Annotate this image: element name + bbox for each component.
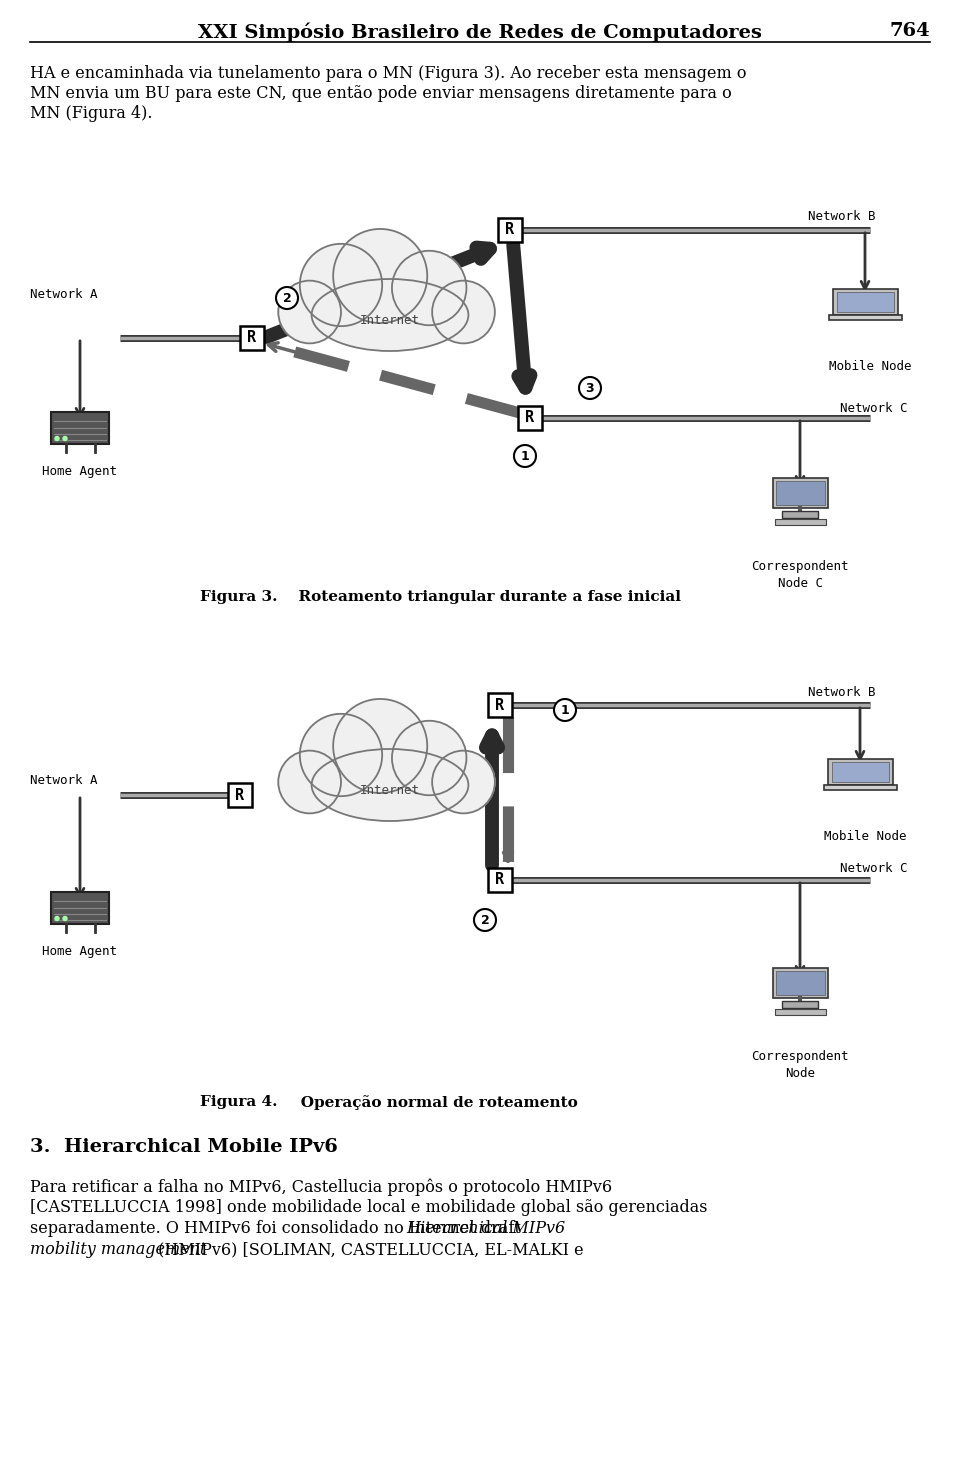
Text: MN (Figura 4).: MN (Figura 4). — [30, 106, 153, 122]
FancyBboxPatch shape — [775, 519, 826, 525]
Text: Internet: Internet — [360, 783, 420, 796]
Text: Mobile Node: Mobile Node — [824, 830, 906, 843]
Circle shape — [333, 699, 427, 793]
Circle shape — [276, 287, 298, 309]
FancyBboxPatch shape — [775, 1009, 826, 1014]
Text: Network C: Network C — [840, 862, 907, 875]
Text: mobility management: mobility management — [30, 1242, 206, 1258]
Circle shape — [278, 280, 341, 343]
Text: XXI Simpósio Brasileiro de Redes de Computadores: XXI Simpósio Brasileiro de Redes de Comp… — [198, 22, 762, 41]
Circle shape — [300, 714, 382, 796]
FancyBboxPatch shape — [51, 891, 109, 924]
Text: Correspondent
Node C: Correspondent Node C — [752, 560, 849, 589]
Text: separadamente. O HMIPv6 foi consolidado no Internet draft: separadamente. O HMIPv6 foi consolidado … — [30, 1220, 526, 1237]
Circle shape — [579, 377, 601, 399]
Text: HA e encaminhada via tunelamento para o MN (Figura 3). Ao receber esta mensagem : HA e encaminhada via tunelamento para o … — [30, 65, 747, 82]
Circle shape — [55, 916, 59, 921]
Text: Figura 4.: Figura 4. — [200, 1095, 277, 1108]
Circle shape — [554, 699, 576, 721]
FancyBboxPatch shape — [51, 412, 109, 444]
FancyBboxPatch shape — [828, 315, 901, 320]
FancyBboxPatch shape — [831, 762, 889, 781]
Text: 2: 2 — [481, 913, 490, 927]
Text: Network A: Network A — [30, 774, 98, 786]
Text: 3: 3 — [586, 381, 594, 394]
FancyBboxPatch shape — [518, 406, 542, 430]
Text: Network B: Network B — [807, 686, 875, 698]
Circle shape — [432, 751, 494, 814]
Circle shape — [55, 437, 59, 440]
Text: 764: 764 — [889, 22, 930, 40]
FancyBboxPatch shape — [773, 478, 828, 509]
Text: Hierarchical MIPv6: Hierarchical MIPv6 — [406, 1220, 565, 1237]
FancyBboxPatch shape — [240, 325, 264, 350]
Text: R: R — [495, 872, 505, 887]
Circle shape — [432, 280, 494, 343]
FancyBboxPatch shape — [488, 693, 512, 717]
FancyBboxPatch shape — [828, 759, 893, 784]
Text: 1: 1 — [520, 450, 529, 462]
Text: Network C: Network C — [840, 402, 907, 415]
FancyBboxPatch shape — [824, 784, 897, 790]
Circle shape — [333, 229, 427, 323]
Text: 2: 2 — [282, 292, 292, 305]
Circle shape — [63, 916, 67, 921]
Text: Internet: Internet — [360, 314, 420, 327]
Circle shape — [392, 251, 467, 325]
Text: 3.  Hierarchical Mobile IPv6: 3. Hierarchical Mobile IPv6 — [30, 1138, 338, 1157]
Text: Network B: Network B — [807, 210, 875, 223]
FancyBboxPatch shape — [228, 783, 252, 806]
Text: Home Agent: Home Agent — [42, 465, 117, 478]
FancyBboxPatch shape — [836, 292, 894, 312]
Circle shape — [474, 909, 496, 931]
Circle shape — [63, 437, 67, 440]
FancyBboxPatch shape — [776, 481, 825, 504]
FancyBboxPatch shape — [776, 970, 825, 995]
Text: Correspondent
Node: Correspondent Node — [752, 1050, 849, 1080]
Text: (HMIPv6) [SOLIMAN, CASTELLUCCIA, EL-MALKI e: (HMIPv6) [SOLIMAN, CASTELLUCCIA, EL-MALK… — [154, 1242, 584, 1258]
FancyBboxPatch shape — [773, 968, 828, 998]
FancyBboxPatch shape — [498, 218, 522, 242]
FancyBboxPatch shape — [832, 289, 898, 315]
Text: [CASTELLUCCIA 1998] onde mobilidade local e mobilidade global são gerenciadas: [CASTELLUCCIA 1998] onde mobilidade loca… — [30, 1199, 708, 1215]
Text: Home Agent: Home Agent — [42, 946, 117, 957]
Ellipse shape — [312, 749, 468, 821]
Text: R: R — [495, 698, 505, 712]
FancyBboxPatch shape — [781, 512, 818, 517]
Text: R: R — [235, 787, 245, 802]
Circle shape — [278, 751, 341, 814]
Text: Para retificar a falha no MIPv6, Castellucia propôs o protocolo HMIPv6: Para retificar a falha no MIPv6, Castell… — [30, 1179, 612, 1195]
Ellipse shape — [312, 279, 468, 350]
FancyBboxPatch shape — [488, 868, 512, 891]
Circle shape — [300, 243, 382, 325]
Text: R: R — [525, 410, 535, 425]
Circle shape — [392, 721, 467, 795]
Text: R: R — [248, 330, 256, 346]
Text: MN envia um BU para este CN, que então pode enviar mensagens diretamente para o: MN envia um BU para este CN, que então p… — [30, 85, 732, 103]
Text: 1: 1 — [561, 704, 569, 717]
Circle shape — [514, 446, 536, 468]
Text: Figura 3.    Roteamento triangular durante a fase inicial: Figura 3. Roteamento triangular durante … — [200, 589, 681, 604]
Text: Operação normal de roteamento: Operação normal de roteamento — [285, 1095, 578, 1110]
Text: Network A: Network A — [30, 289, 98, 302]
FancyBboxPatch shape — [781, 1001, 818, 1009]
Text: Mobile Node: Mobile Node — [828, 361, 911, 372]
Text: R: R — [505, 223, 515, 237]
